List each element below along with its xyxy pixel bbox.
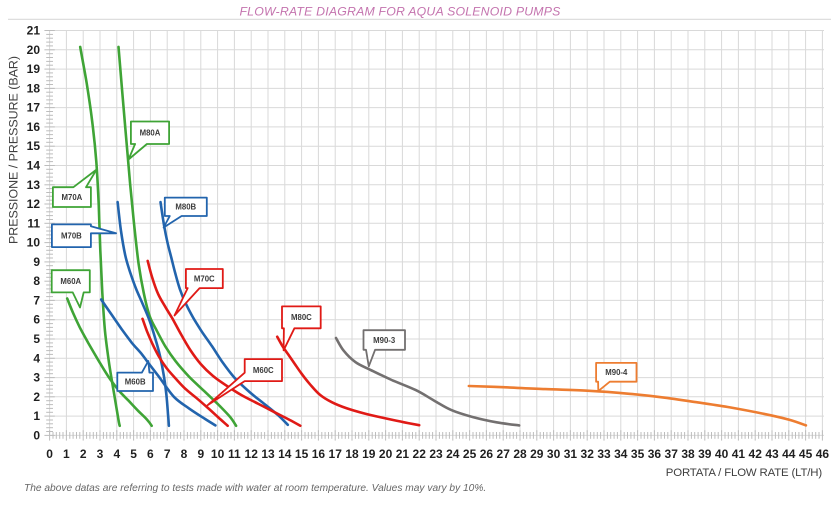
svg-text:13: 13 (261, 447, 275, 461)
svg-text:16: 16 (27, 120, 41, 134)
svg-text:38: 38 (681, 447, 695, 461)
svg-text:M80A: M80A (140, 129, 161, 138)
svg-text:43: 43 (765, 447, 779, 461)
svg-text:18: 18 (27, 81, 41, 95)
svg-text:37: 37 (665, 447, 679, 461)
svg-text:36: 36 (648, 447, 662, 461)
svg-text:22: 22 (413, 447, 427, 461)
svg-text:14: 14 (278, 447, 292, 461)
svg-text:33: 33 (597, 447, 611, 461)
svg-text:11: 11 (228, 447, 241, 461)
svg-text:13: 13 (27, 178, 41, 192)
svg-text:19: 19 (362, 447, 376, 461)
svg-text:M90-3: M90-3 (373, 336, 396, 345)
svg-text:M80C: M80C (291, 313, 312, 322)
svg-text:26: 26 (480, 447, 494, 461)
svg-text:M70B: M70B (61, 232, 82, 241)
svg-text:46: 46 (816, 447, 830, 461)
svg-text:10: 10 (27, 236, 41, 250)
svg-text:39: 39 (698, 447, 712, 461)
svg-text:M70A: M70A (61, 193, 82, 202)
svg-text:2: 2 (33, 390, 40, 404)
svg-text:M60C: M60C (253, 366, 274, 375)
svg-text:23: 23 (429, 447, 443, 461)
svg-text:7: 7 (164, 447, 171, 461)
svg-text:PRESSIONE / PRESSURE (BAR): PRESSIONE / PRESSURE (BAR) (7, 56, 21, 244)
svg-text:12: 12 (27, 197, 41, 211)
svg-text:29: 29 (530, 447, 544, 461)
svg-text:17: 17 (27, 101, 41, 115)
svg-text:21: 21 (396, 447, 410, 461)
svg-text:1: 1 (63, 447, 70, 461)
svg-text:15: 15 (295, 447, 309, 461)
svg-text:5: 5 (130, 447, 137, 461)
svg-text:4: 4 (113, 447, 120, 461)
svg-text:11: 11 (27, 216, 40, 230)
svg-text:0: 0 (33, 428, 40, 442)
svg-text:25: 25 (463, 447, 477, 461)
svg-text:17: 17 (329, 447, 343, 461)
svg-text:9: 9 (33, 255, 40, 269)
svg-text:FLOW-RATE DIAGRAM FOR AQUA SOL: FLOW-RATE DIAGRAM FOR AQUA SOLENOID PUMP… (239, 5, 561, 19)
svg-text:41: 41 (732, 447, 746, 461)
svg-text:5: 5 (33, 332, 40, 346)
svg-text:42: 42 (749, 447, 763, 461)
svg-text:2: 2 (80, 447, 87, 461)
svg-text:7: 7 (33, 293, 40, 307)
svg-text:6: 6 (33, 313, 40, 327)
svg-text:0: 0 (46, 447, 53, 461)
svg-text:3: 3 (97, 447, 104, 461)
svg-text:34: 34 (614, 447, 628, 461)
svg-text:1: 1 (33, 409, 40, 423)
svg-text:4: 4 (33, 351, 40, 365)
svg-text:44: 44 (782, 447, 796, 461)
svg-text:8: 8 (33, 274, 40, 288)
svg-text:35: 35 (631, 447, 645, 461)
svg-text:21: 21 (27, 24, 41, 38)
svg-text:24: 24 (446, 447, 460, 461)
svg-text:20: 20 (27, 43, 41, 57)
svg-text:M80B: M80B (175, 203, 196, 212)
svg-text:PORTATA / FLOW RATE (LT/H): PORTATA / FLOW RATE (LT/H) (666, 467, 823, 479)
svg-text:16: 16 (312, 447, 326, 461)
svg-text:31: 31 (564, 447, 578, 461)
svg-text:M60B: M60B (125, 378, 146, 387)
svg-text:45: 45 (799, 447, 813, 461)
svg-text:M70C: M70C (194, 274, 215, 283)
svg-text:The above datas are referring: The above datas are referring to tests m… (24, 483, 486, 494)
svg-text:12: 12 (245, 447, 259, 461)
svg-text:3: 3 (33, 371, 40, 385)
svg-text:9: 9 (197, 447, 204, 461)
svg-text:19: 19 (27, 62, 41, 76)
svg-text:M90-4: M90-4 (605, 368, 628, 377)
svg-text:15: 15 (27, 139, 41, 153)
svg-text:28: 28 (513, 447, 527, 461)
svg-text:8: 8 (181, 447, 188, 461)
svg-text:40: 40 (715, 447, 729, 461)
svg-text:30: 30 (547, 447, 561, 461)
svg-text:6: 6 (147, 447, 154, 461)
svg-text:32: 32 (581, 447, 595, 461)
svg-text:10: 10 (211, 447, 225, 461)
svg-text:20: 20 (379, 447, 393, 461)
svg-text:14: 14 (27, 159, 41, 173)
svg-text:M60A: M60A (60, 277, 81, 286)
svg-text:18: 18 (345, 447, 359, 461)
svg-text:27: 27 (497, 447, 511, 461)
